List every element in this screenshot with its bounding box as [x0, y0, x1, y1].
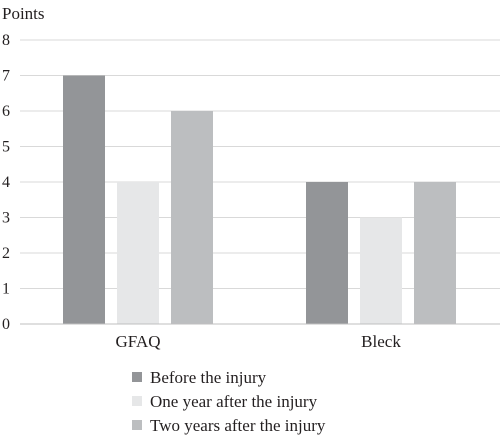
category-label: GFAQ: [115, 332, 160, 351]
bar: [117, 182, 159, 324]
y-tick-label: 2: [2, 245, 10, 262]
y-axis-title: Points: [2, 4, 45, 23]
bar: [171, 111, 213, 324]
y-tick-label: 6: [2, 103, 10, 120]
legend-swatch: [132, 372, 142, 382]
y-axis-tick-labels: 0 1 2 3 4 5 6 7 8: [2, 32, 10, 333]
bar: [360, 217, 402, 324]
legend: Before the injury One year after the inju…: [132, 368, 326, 435]
y-tick-label: 8: [2, 32, 10, 49]
bar: [414, 182, 456, 324]
y-tick-label: 1: [2, 281, 10, 298]
y-tick-label: 5: [2, 139, 10, 156]
legend-swatch: [132, 420, 142, 430]
bar: [306, 182, 348, 324]
legend-label: Before the injury: [150, 368, 267, 387]
legend-swatch: [132, 396, 142, 406]
bar: [63, 75, 105, 324]
legend-label: One year after the injury: [150, 392, 318, 411]
bars: [63, 75, 456, 324]
y-tick-label: 0: [2, 316, 10, 333]
y-tick-label: 3: [2, 210, 10, 227]
category-label: Bleck: [361, 332, 401, 351]
category-labels: GFAQ Bleck: [115, 332, 401, 351]
y-tick-label: 7: [2, 68, 10, 85]
y-tick-label: 4: [2, 174, 10, 191]
legend-label: Two years after the injury: [150, 416, 326, 435]
